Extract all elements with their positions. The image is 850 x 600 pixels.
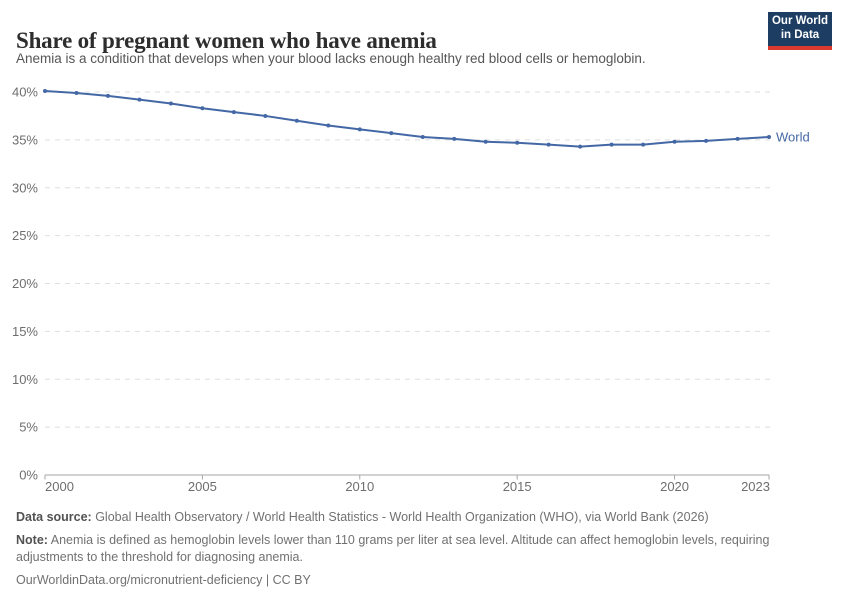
license-separator: |	[262, 572, 273, 587]
data-point[interactable]	[357, 127, 362, 132]
data-point[interactable]	[389, 131, 394, 136]
data-point[interactable]	[420, 135, 425, 140]
data-point[interactable]	[704, 138, 709, 143]
y-axis-tick-label: 10%	[12, 372, 38, 387]
y-axis-tick-label: 5%	[19, 420, 38, 435]
owid-logo-line1: Our World	[771, 15, 828, 28]
y-axis-tick-label: 25%	[12, 228, 38, 243]
page-title: Share of pregnant women who have anemia	[16, 28, 437, 54]
license-line: OurWorldinData.org/micronutrient-deficie…	[16, 572, 808, 588]
y-axis-tick-label: 20%	[12, 276, 38, 291]
chart-subtitle: Anemia is a condition that develops when…	[16, 51, 646, 66]
y-axis-tick-label: 30%	[12, 180, 38, 195]
series-line-world[interactable]	[44, 90, 770, 148]
data-source-label: Data source:	[16, 510, 92, 524]
data-point[interactable]	[546, 142, 551, 147]
y-axis-tick-label: 0%	[19, 468, 38, 483]
note-text: Anemia is defined as hemoglobin levels l…	[16, 533, 770, 564]
data-point[interactable]	[105, 93, 110, 98]
y-axis-tick-label: 15%	[12, 324, 38, 339]
data-point[interactable]	[483, 139, 488, 144]
data-point[interactable]	[74, 90, 79, 95]
data-point[interactable]	[294, 118, 299, 123]
x-axis-tick-label: 2000	[45, 479, 74, 494]
note-line: Note: Anemia is defined as hemoglobin le…	[16, 532, 808, 565]
x-axis-tick-label: 2023	[741, 479, 770, 494]
data-source-text: Global Health Observatory / World Health…	[91, 510, 709, 524]
data-point[interactable]	[137, 97, 142, 102]
data-point[interactable]	[767, 135, 771, 140]
chart-footer: Data source: Global Health Observatory /…	[16, 509, 808, 588]
data-point[interactable]	[43, 89, 47, 94]
x-axis-tick-label: 2020	[660, 479, 689, 494]
owid-logo-line2: in Data	[780, 29, 820, 41]
data-point[interactable]	[263, 113, 268, 118]
data-point[interactable]	[735, 136, 740, 141]
data-source-line: Data source: Global Health Observatory /…	[16, 509, 808, 525]
data-point[interactable]	[609, 142, 614, 147]
data-point[interactable]	[326, 123, 331, 128]
data-point[interactable]	[578, 144, 583, 149]
data-point[interactable]	[515, 140, 520, 145]
license-label: CC BY	[272, 572, 311, 587]
x-axis-tick-label: 2010	[345, 479, 374, 494]
x-axis-tick-label: 2015	[503, 479, 532, 494]
data-point[interactable]	[168, 101, 173, 106]
y-axis-tick-label: 40%	[12, 85, 38, 100]
data-point[interactable]	[452, 136, 457, 141]
series-label-world[interactable]: World	[776, 130, 810, 145]
note-label: Note:	[16, 533, 48, 548]
data-point[interactable]	[641, 142, 646, 147]
owid-logo[interactable]: Our World in Data	[768, 12, 832, 50]
data-point[interactable]	[231, 110, 236, 115]
data-point[interactable]	[672, 139, 677, 144]
data-point[interactable]	[200, 106, 205, 111]
x-axis-tick-label: 2005	[188, 479, 217, 494]
y-axis-tick-label: 35%	[12, 132, 38, 147]
owid-url-link[interactable]: OurWorldinData.org/micronutrient-deficie…	[16, 572, 263, 587]
